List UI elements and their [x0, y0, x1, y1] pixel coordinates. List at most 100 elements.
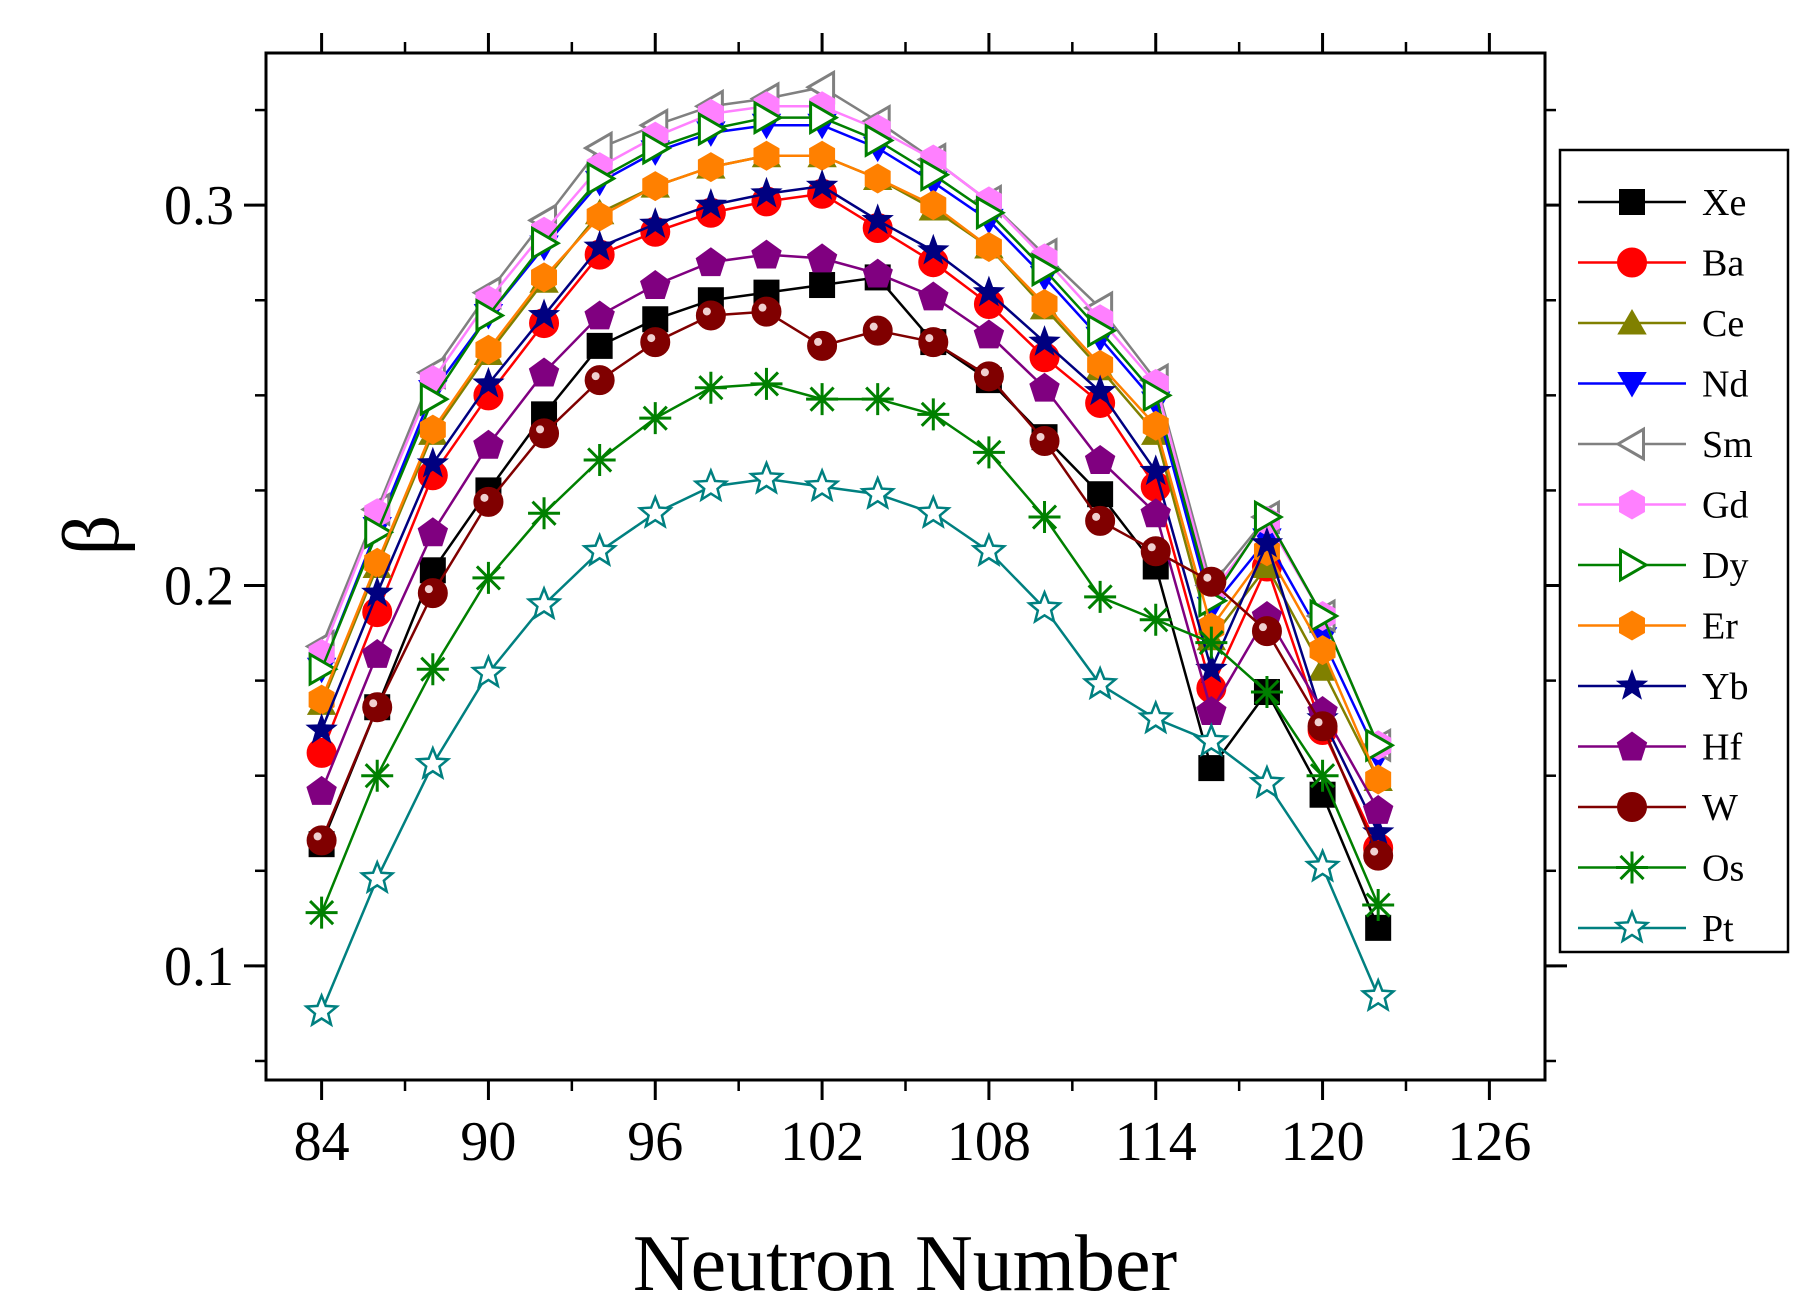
legend-label: Sm [1702, 424, 1753, 466]
data-point-er [475, 334, 502, 365]
data-point-hf [640, 270, 671, 299]
series-dy [308, 100, 1396, 763]
legend-marker [1619, 189, 1645, 215]
data-point-os [1362, 889, 1395, 922]
data-point-pt [748, 459, 785, 495]
data-point-w [584, 365, 615, 396]
series-yb [305, 169, 1395, 847]
y-axis-title: β [48, 515, 136, 556]
data-point-dy [531, 225, 562, 261]
data-point-hf [306, 775, 337, 805]
data-point-w [1140, 536, 1171, 567]
legend-item-yb: Yb [1578, 666, 1748, 708]
data-point-os [583, 443, 616, 476]
data-point-yb [805, 169, 839, 200]
data-point-hf [584, 300, 615, 330]
data-point-pt [1304, 847, 1341, 883]
data-point-highlight [369, 699, 378, 708]
data-point-yb [694, 188, 728, 219]
data-point-dy [308, 651, 339, 687]
data-point-w [1307, 711, 1338, 742]
x-tick-label: 84 [294, 1111, 350, 1173]
data-point-hf [1140, 498, 1171, 528]
data-point-w [862, 315, 893, 346]
data-point-er [1087, 349, 1114, 380]
data-point-w [807, 330, 838, 361]
data-point-os [305, 896, 338, 929]
data-point-dy [1031, 252, 1062, 288]
data-point-er [308, 684, 335, 715]
data-point-er [809, 140, 836, 171]
data-point-dy [475, 298, 506, 333]
data-point-highlight [925, 334, 934, 343]
y-tick-label: 0.1 [164, 936, 234, 998]
data-point-highlight [647, 334, 656, 343]
data-point-dy [1253, 499, 1284, 535]
series-w [306, 296, 1394, 871]
data-point-dy [864, 123, 895, 158]
data-point-highlight [536, 425, 545, 434]
series-hf [306, 239, 1394, 824]
data-point-os [1084, 580, 1117, 613]
legend-marker [1616, 731, 1648, 761]
data-point-os [694, 371, 727, 404]
data-point-er [364, 547, 391, 578]
series-er [308, 140, 1392, 795]
data-point-pt [581, 531, 619, 567]
data-point-yb [917, 233, 950, 265]
series-os [305, 367, 1395, 929]
legend-label: Dy [1702, 545, 1748, 587]
data-point-w [973, 361, 1004, 392]
legend-marker [1615, 669, 1649, 700]
legend-item-sm: Sm [1578, 424, 1753, 466]
data-point-hf [695, 247, 727, 277]
x-tick-label: 114 [1115, 1111, 1197, 1173]
data-point-w [306, 825, 337, 856]
legend-marker [1613, 908, 1651, 944]
data-point-ce [1307, 655, 1338, 681]
data-point-pt [914, 493, 952, 529]
series-line-dy [320, 116, 1380, 746]
legend-marker [1616, 851, 1648, 884]
data-point-pt [1192, 722, 1230, 758]
data-point-os [1195, 626, 1228, 659]
legend-item-pt: Pt [1578, 908, 1734, 950]
data-point-yb [972, 275, 1006, 307]
data-point-er [419, 414, 446, 445]
legend-item-nd: Nd [1578, 364, 1748, 406]
data-point-dy [1142, 378, 1173, 413]
legend-item-ba: Ba [1578, 243, 1744, 285]
legend-label: Pt [1702, 908, 1734, 950]
data-point-hf [862, 258, 893, 288]
data-point-highlight [814, 337, 823, 346]
legend-marker [1617, 309, 1647, 335]
data-point-hf [1084, 445, 1116, 474]
data-point-os [361, 759, 394, 792]
data-point-pt [692, 467, 730, 503]
legend-marker [1614, 426, 1645, 462]
legend-item-w: W [1578, 787, 1738, 829]
data-point-os [750, 367, 783, 400]
legend-label: Ce [1702, 303, 1744, 345]
legend-label: Gd [1702, 485, 1748, 527]
data-point-er [586, 201, 613, 232]
data-point-xe [1087, 481, 1114, 508]
series-line-hf [320, 253, 1380, 811]
series-pt [303, 459, 1397, 1028]
data-point-er [975, 231, 1002, 262]
data-point-highlight [1258, 623, 1267, 632]
data-point-highlight [1203, 573, 1212, 582]
plot-frame [264, 51, 1547, 1082]
data-point-hf [362, 638, 393, 668]
legend-label: Ba [1702, 243, 1744, 285]
data-point-yb [750, 176, 783, 208]
series-line-yb [320, 184, 1380, 834]
data-point-highlight [702, 307, 711, 316]
legend-label: Nd [1702, 364, 1748, 406]
data-point-yb [861, 203, 894, 235]
data-point-pt [1081, 665, 1119, 701]
series-line-gd [320, 105, 1380, 746]
data-point-w [417, 578, 448, 609]
data-point-yb [1083, 374, 1117, 406]
data-point-w [362, 692, 393, 723]
